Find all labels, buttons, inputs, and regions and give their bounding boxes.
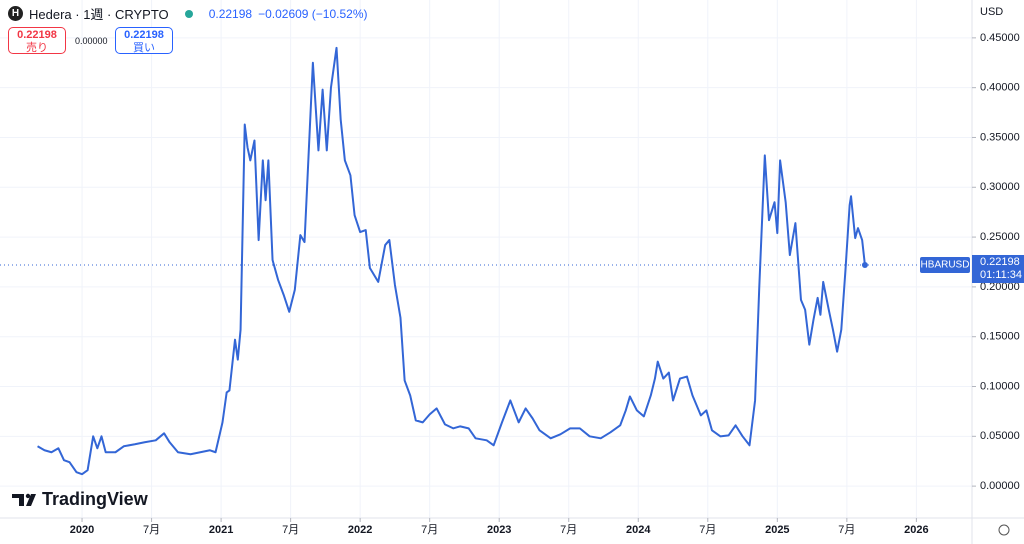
logo-dot <box>25 493 31 499</box>
y-tick-label: 0.40000 <box>980 82 1020 94</box>
grid <box>0 0 972 518</box>
price-line <box>37 46 866 476</box>
x-tick-label: 2021 <box>209 524 233 536</box>
x-tick-label: 7月 <box>143 524 160 536</box>
currency: USD <box>980 6 1003 18</box>
y-tick-label: 0.35000 <box>980 131 1020 143</box>
x-tick-label: 7月 <box>282 524 299 536</box>
x-tick-label: 7月 <box>838 524 855 536</box>
price-badge-value: 0.22198 <box>980 256 1020 268</box>
price-change: −0.02609 (−10.52%) <box>258 6 368 21</box>
buy-button[interactable]: 0.22198 買い <box>115 27 173 54</box>
logo-icon <box>12 494 36 506</box>
last-point <box>861 261 868 268</box>
x-tick-label: 2022 <box>348 524 372 536</box>
status-dot <box>184 9 193 18</box>
x-tick-label: 2026 <box>904 524 928 536</box>
y-tick-label: 0.15000 <box>980 331 1020 343</box>
y-tick-label: 0.45000 <box>980 32 1020 44</box>
x-tick-label: 7月 <box>699 524 716 536</box>
y-tick-label: 0.05000 <box>980 430 1020 442</box>
buy-label[interactable]: 買い <box>133 42 155 54</box>
symbol-title[interactable]: Hedera · 1週 · CRYPTO <box>29 7 169 22</box>
price-badge <box>972 254 1024 283</box>
y-tick-label: 0.25000 <box>980 231 1020 243</box>
sell-label[interactable]: 売り <box>26 42 48 54</box>
x-tick-label: 2020 <box>70 524 94 536</box>
buy-price[interactable]: 0.22198 <box>124 29 164 41</box>
sell-price[interactable]: 0.22198 <box>17 29 57 41</box>
countdown: 01:11:34 <box>980 269 1022 281</box>
settings-icon[interactable] <box>998 524 1010 536</box>
x-tick-label: 2025 <box>765 524 789 536</box>
y-tick-label: 0.30000 <box>980 181 1020 193</box>
series-name-badge <box>920 256 970 273</box>
y-tick-label: 0.00000 <box>980 480 1020 492</box>
settings-circle[interactable] <box>998 524 1010 536</box>
x-tick-label: 2023 <box>487 524 511 536</box>
last-price: 0.22198 <box>208 6 253 21</box>
x-tick-label: 2024 <box>626 524 651 536</box>
axes: 0.00000 0.05000 0.10000 0.15000 0.20000 0.250… <box>70 32 1024 536</box>
logo: TradingView <box>12 489 149 509</box>
sell-button[interactable]: 0.22198 売り <box>8 27 66 54</box>
y-tick-label: 0.20000 <box>980 281 1020 293</box>
y-tick-label: 0.10000 <box>980 380 1020 392</box>
x-tick-label: 7月 <box>421 524 438 536</box>
spread: 0.00000 <box>75 36 108 46</box>
series-name: HBARUSD <box>921 260 970 271</box>
symbol-icon: H <box>8 6 23 21</box>
logo-text: TradingView <box>42 489 149 509</box>
x-tick-label: 7月 <box>560 524 577 536</box>
header: H Hedera · 1週 · CRYPTO 0.22198 −0.02609 … <box>8 4 368 23</box>
plot <box>0 46 972 476</box>
